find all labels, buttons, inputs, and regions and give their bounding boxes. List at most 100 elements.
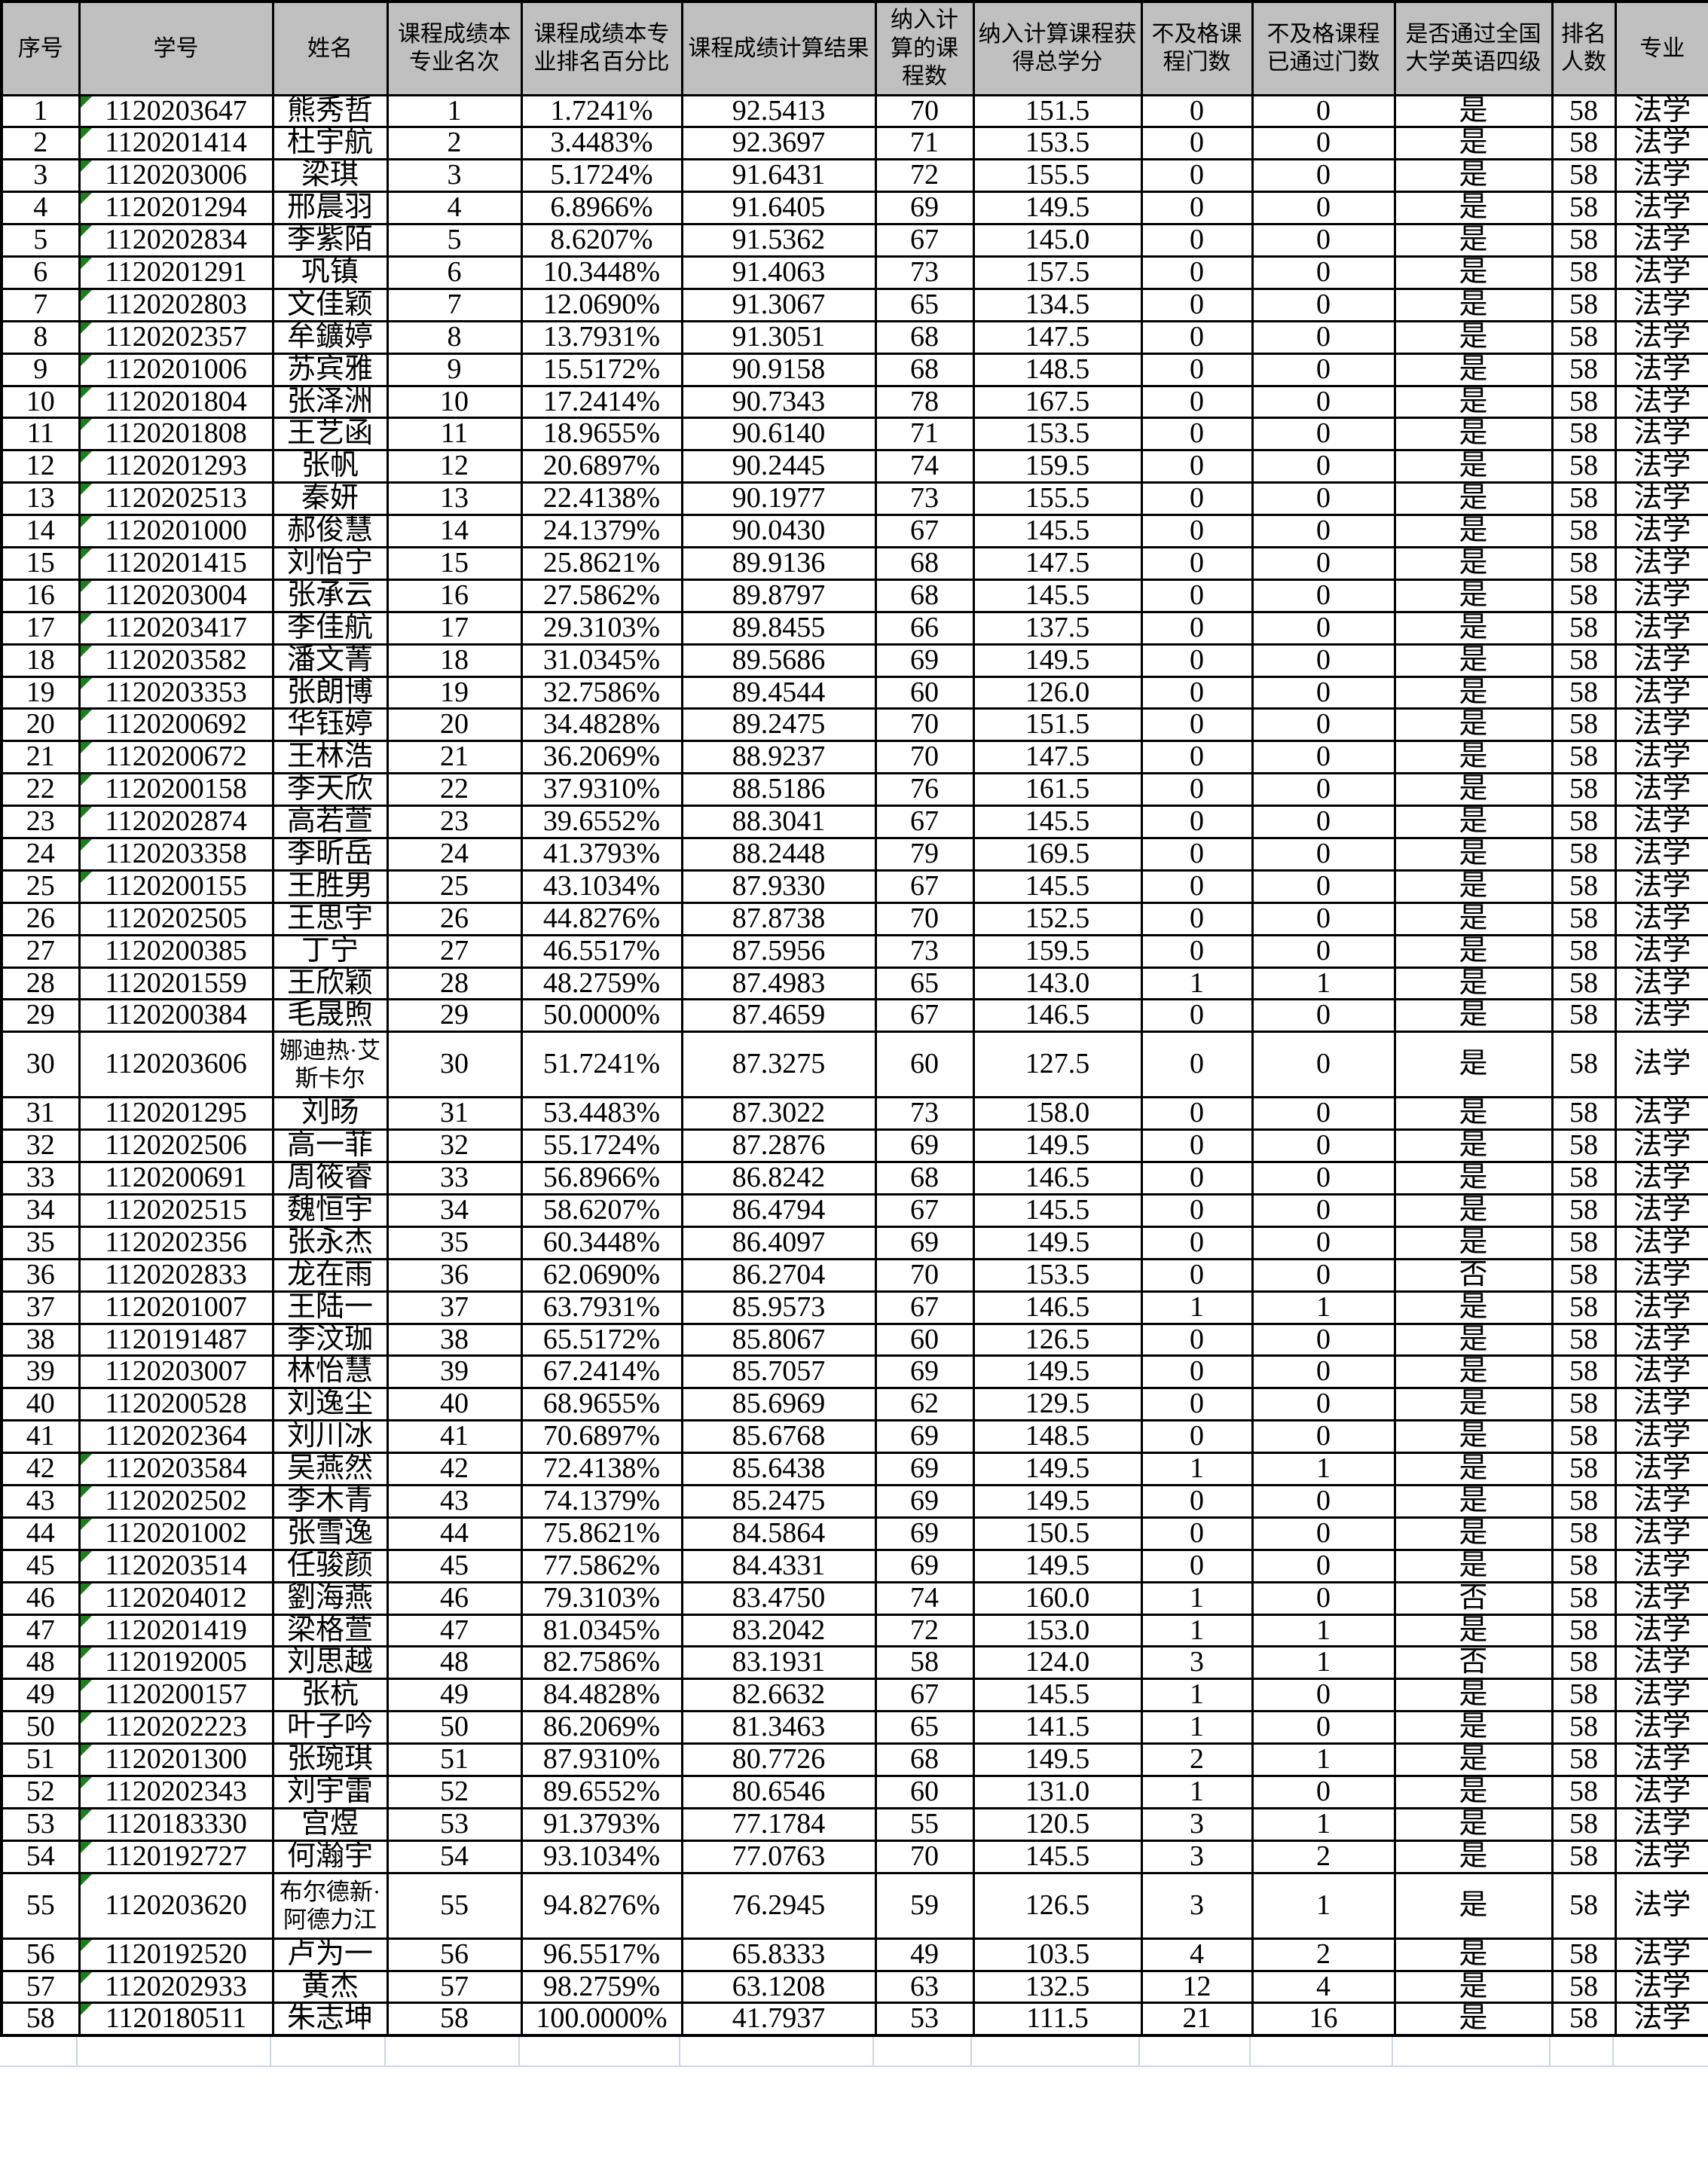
cell-course-count[interactable]: 68 <box>874 319 975 355</box>
empty-cell[interactable] <box>1140 2037 1251 2066</box>
cell-name[interactable]: 张永杰 <box>271 1225 389 1260</box>
cell-cohort-size[interactable]: 58 <box>1551 1096 1617 1131</box>
cell-cohort-size[interactable]: 58 <box>1551 1484 1617 1519</box>
cell-student-id[interactable]: 1120201559 <box>78 966 274 1001</box>
cell-percentile[interactable]: 29.3103% <box>520 610 683 646</box>
empty-cell[interactable] <box>972 2037 1140 2066</box>
cell-cet4[interactable]: 是 <box>1393 1354 1554 1390</box>
cell-name[interactable]: 巩镇 <box>271 255 389 290</box>
cell-seq[interactable]: 25 <box>0 869 81 904</box>
cell-student-id[interactable]: 1120191487 <box>78 1322 274 1357</box>
cell-cet4[interactable]: 是 <box>1393 1452 1554 1487</box>
cell-failed-count[interactable]: 1 <box>1140 966 1254 1001</box>
cell-name[interactable]: 刘思越 <box>271 1645 389 1681</box>
cell-score[interactable]: 87.2876 <box>680 1128 877 1164</box>
cell-rank[interactable]: 16 <box>386 578 523 613</box>
cell-seq[interactable]: 42 <box>0 1452 81 1487</box>
cell-major[interactable]: 法学 <box>1614 933 1708 969</box>
cell-score[interactable]: 84.4331 <box>680 1548 877 1583</box>
cell-student-id[interactable]: 1120192727 <box>78 1839 274 1874</box>
cell-cohort-size[interactable]: 58 <box>1551 1806 1617 1842</box>
cell-seq[interactable]: 46 <box>0 1580 81 1616</box>
cell-failed-passed-count[interactable]: 0 <box>1251 998 1396 1034</box>
cell-major[interactable]: 法学 <box>1614 1710 1708 1745</box>
cell-cet4[interactable]: 是 <box>1393 772 1554 808</box>
cell-name[interactable]: 朱志坤 <box>271 2002 389 2037</box>
col-header-course_count[interactable]: 纳入计算的课程数 <box>874 0 975 96</box>
cell-percentile[interactable]: 12.0690% <box>520 287 683 322</box>
cell-rank[interactable]: 45 <box>386 1548 523 1583</box>
cell-total-credits[interactable]: 127.5 <box>972 1031 1143 1099</box>
cell-rank[interactable]: 24 <box>386 836 523 872</box>
cell-total-credits[interactable]: 147.5 <box>972 545 1143 581</box>
cell-student-id[interactable]: 1120200691 <box>78 1161 274 1196</box>
cell-cohort-size[interactable]: 58 <box>1551 998 1617 1034</box>
cell-student-id[interactable]: 1120202502 <box>78 1484 274 1519</box>
cell-cet4[interactable]: 是 <box>1393 287 1554 322</box>
cell-major[interactable]: 法学 <box>1614 1645 1708 1681</box>
cell-course-count[interactable]: 67 <box>874 998 975 1034</box>
cell-total-credits[interactable]: 145.5 <box>972 1678 1143 1713</box>
cell-score[interactable]: 85.9573 <box>680 1290 877 1325</box>
cell-total-credits[interactable]: 126.5 <box>972 1871 1143 1940</box>
cell-cet4[interactable]: 否 <box>1393 1645 1554 1681</box>
cell-score[interactable]: 87.9330 <box>680 869 877 904</box>
cell-percentile[interactable]: 93.1034% <box>520 1839 683 1874</box>
empty-cell[interactable] <box>0 2037 78 2066</box>
cell-cohort-size[interactable]: 58 <box>1551 319 1617 355</box>
cell-major[interactable]: 法学 <box>1614 1031 1708 1099</box>
cell-major[interactable]: 法学 <box>1614 1516 1708 1551</box>
cell-cet4[interactable]: 是 <box>1393 1613 1554 1648</box>
cell-name[interactable]: 张承云 <box>271 578 389 613</box>
cell-cohort-size[interactable]: 58 <box>1551 1678 1617 1713</box>
cell-failed-count[interactable]: 0 <box>1140 1387 1254 1422</box>
cell-score[interactable]: 87.8738 <box>680 901 877 936</box>
cell-cet4[interactable]: 是 <box>1393 578 1554 613</box>
cell-name[interactable]: 周筱睿 <box>271 1161 389 1196</box>
cell-major[interactable]: 法学 <box>1614 1871 1708 1940</box>
cell-failed-count[interactable]: 0 <box>1140 1548 1254 1583</box>
cell-failed-count[interactable]: 0 <box>1140 126 1254 161</box>
col-header-total_credits[interactable]: 纳入计算课程获得总学分 <box>972 0 1143 96</box>
cell-score[interactable]: 91.6405 <box>680 191 877 226</box>
cell-major[interactable]: 法学 <box>1614 1484 1708 1519</box>
cell-course-count[interactable]: 67 <box>874 1678 975 1713</box>
cell-failed-passed-count[interactable]: 0 <box>1251 1710 1396 1745</box>
cell-score[interactable]: 89.8455 <box>680 610 877 646</box>
cell-rank[interactable]: 52 <box>386 1775 523 1809</box>
cell-total-credits[interactable]: 155.5 <box>972 481 1143 517</box>
cell-total-credits[interactable]: 152.5 <box>972 901 1143 936</box>
cell-percentile[interactable]: 44.8276% <box>520 901 683 936</box>
cell-seq[interactable]: 38 <box>0 1322 81 1357</box>
cell-course-count[interactable]: 53 <box>874 2002 975 2037</box>
cell-failed-passed-count[interactable]: 0 <box>1251 1484 1396 1519</box>
cell-percentile[interactable]: 48.2759% <box>520 966 683 1001</box>
cell-student-id[interactable]: 1120201415 <box>78 545 274 581</box>
cell-percentile[interactable]: 74.1379% <box>520 1484 683 1519</box>
cell-cohort-size[interactable]: 58 <box>1551 2002 1617 2037</box>
cell-course-count[interactable]: 68 <box>874 1161 975 1196</box>
cell-seq[interactable]: 20 <box>0 707 81 743</box>
cell-student-id[interactable]: 1120200158 <box>78 772 274 808</box>
cell-cet4[interactable]: 是 <box>1393 1031 1554 1099</box>
cell-student-id[interactable]: 1120202506 <box>78 1128 274 1164</box>
cell-score[interactable]: 89.9136 <box>680 545 877 581</box>
cell-seq[interactable]: 33 <box>0 1161 81 1196</box>
cell-percentile[interactable]: 91.3793% <box>520 1806 683 1842</box>
cell-seq[interactable]: 30 <box>0 1031 81 1099</box>
cell-cohort-size[interactable]: 58 <box>1551 255 1617 290</box>
col-header-seq[interactable]: 序号 <box>0 0 81 96</box>
cell-rank[interactable]: 37 <box>386 1290 523 1325</box>
cell-score[interactable]: 80.6546 <box>680 1775 877 1809</box>
cell-rank[interactable]: 34 <box>386 1193 523 1228</box>
cell-failed-passed-count[interactable]: 0 <box>1251 1419 1396 1455</box>
cell-failed-passed-count[interactable]: 0 <box>1251 1161 1396 1196</box>
cell-failed-count[interactable]: 0 <box>1140 1225 1254 1260</box>
cell-student-id[interactable]: 1120200155 <box>78 869 274 904</box>
cell-seq[interactable]: 1 <box>0 93 81 129</box>
empty-cell[interactable] <box>680 2037 874 2066</box>
cell-score[interactable]: 87.3275 <box>680 1031 877 1099</box>
cell-total-credits[interactable]: 145.5 <box>972 1839 1143 1874</box>
cell-score[interactable]: 83.2042 <box>680 1613 877 1648</box>
cell-failed-passed-count[interactable]: 0 <box>1251 191 1396 226</box>
